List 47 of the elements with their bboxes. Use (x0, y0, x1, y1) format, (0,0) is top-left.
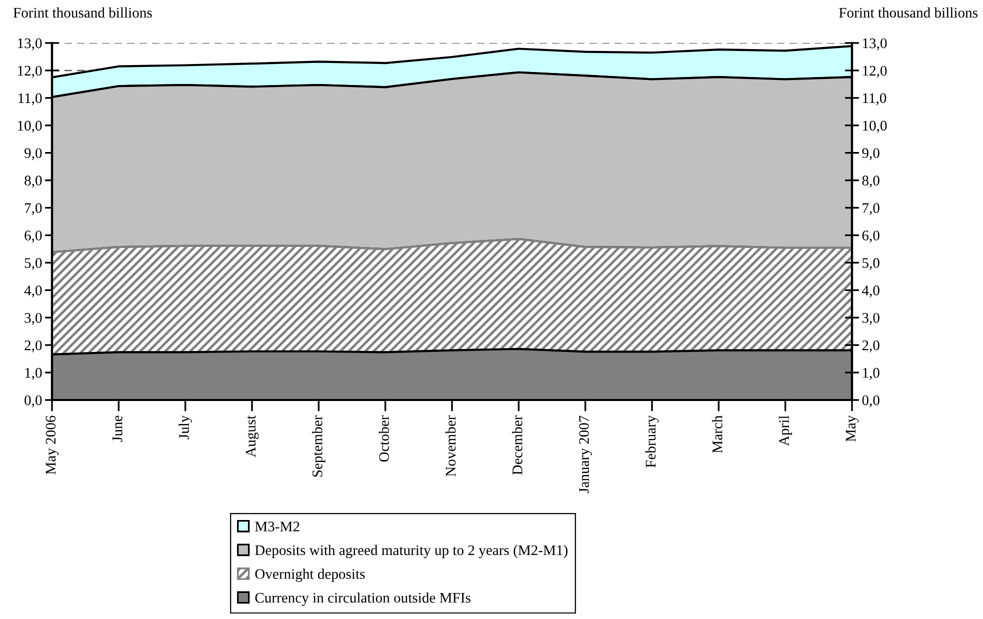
legend-label: Deposits with agreed maturity up to 2 years (M2-M1) (255, 544, 568, 558)
x-tick-label: May (846, 415, 859, 442)
y2-tick-label: 5,0 (862, 258, 880, 270)
y2-tick-label: 6,0 (862, 230, 880, 243)
x-tick-label: September (312, 415, 326, 477)
x-tick-label: February (645, 415, 659, 468)
x-tick-label: November (445, 415, 456, 476)
legend-label: Overnight deposits (255, 568, 365, 582)
y-tick-label: 0,0 (24, 395, 42, 408)
x-tick-label: July (178, 415, 192, 440)
y-tick-label: 5,0 (24, 258, 42, 270)
x-tick-label: June (112, 416, 122, 442)
x-tick-label: March (712, 415, 722, 453)
y2-axis-title: Forint thousand billions (839, 7, 978, 18)
y-tick-label: 1,0 (25, 368, 42, 380)
y2-tick-label: 12,0 (863, 66, 887, 78)
y-axis-title: Forint thousand billions (13, 7, 152, 18)
y2-tick-label: 13,0 (863, 38, 887, 50)
y2-tick-label: 10,0 (863, 120, 887, 133)
y2-tick-label: 7,0 (862, 203, 880, 216)
x-tick-label: April (778, 416, 792, 446)
legend-label: M3-M2 (255, 522, 300, 532)
x-tick-label: August (246, 415, 259, 458)
y-tick-label: 11,0 (18, 93, 42, 106)
y2-tick-label: 4,0 (862, 286, 880, 298)
y-tick-label: 2,0 (24, 340, 42, 352)
y-tick-label: 13,0 (18, 38, 42, 50)
y-tick-label: 3,0 (24, 312, 42, 325)
y-tick-label: 10,0 (18, 120, 42, 133)
y-tick-label: 9,0 (24, 148, 42, 160)
y2-tick-label: 9,0 (862, 148, 880, 160)
y2-tick-label: 8,0 (862, 176, 880, 188)
y2-tick-label: 0,0 (862, 395, 880, 408)
x-tick-label: October (378, 415, 389, 462)
y-tick-label: 6,0 (24, 230, 42, 243)
x-tick-label: January 2007 (579, 416, 592, 494)
y2-tick-label: 3,0 (862, 312, 880, 325)
x-tick-label: May 2006 (46, 416, 59, 474)
y2-tick-label: 2,0 (862, 340, 880, 352)
x-tick-label: December (512, 415, 522, 475)
y2-tick-label: 11,0 (863, 93, 886, 106)
y-tick-label: 12,0 (18, 66, 42, 78)
y-tick-label: 8,0 (24, 176, 42, 188)
y-tick-label: 4,0 (24, 286, 42, 298)
y-tick-label: 7,0 (25, 203, 42, 216)
y2-tick-label: 1,0 (863, 368, 880, 380)
legend-label: Currency in circulation outside MFIs (255, 592, 470, 606)
